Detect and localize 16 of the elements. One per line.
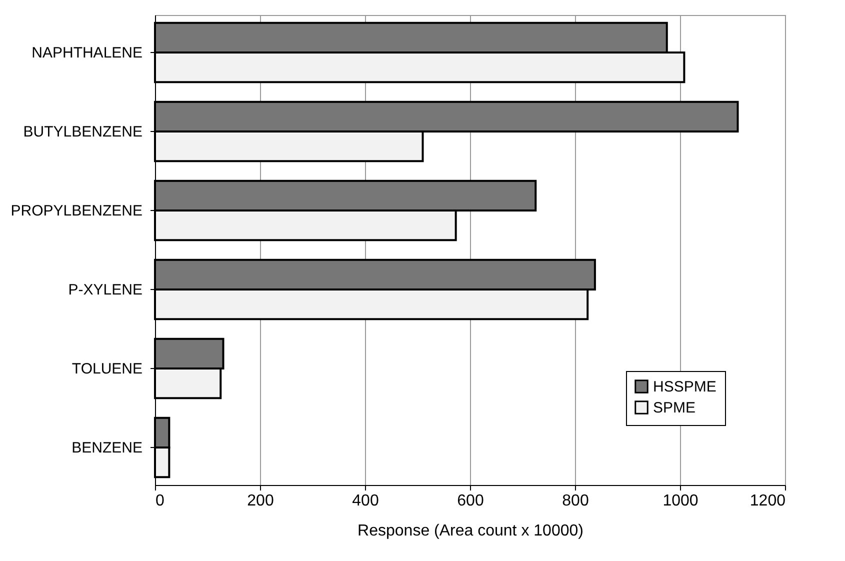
legend-label: HSSPME <box>653 378 716 396</box>
x-axis-title: Response (Area count x 10000) <box>358 522 584 540</box>
y-tick-label: PROPYLBENZENE <box>10 202 142 220</box>
x-tick-label: 1200 <box>750 492 786 510</box>
x-tick-label: 200 <box>247 492 274 510</box>
x-tick-label: 800 <box>562 492 589 510</box>
x-tick-label: 400 <box>352 492 379 510</box>
x-tick-label: 600 <box>457 492 484 510</box>
legend-label: SPME <box>653 400 696 416</box>
y-tick-label: P-XYLENE <box>68 281 142 298</box>
y-tick-label: TOLUENE <box>72 360 142 378</box>
y-tick-label: BENZENE <box>72 439 142 456</box>
y-tick-label: BUTYLBENZENE <box>23 124 142 141</box>
x-tick-label: 1000 <box>662 492 698 510</box>
x-tick-label: 0 <box>156 492 164 510</box>
y-tick-label: NAPHTHALENE <box>32 44 142 62</box>
